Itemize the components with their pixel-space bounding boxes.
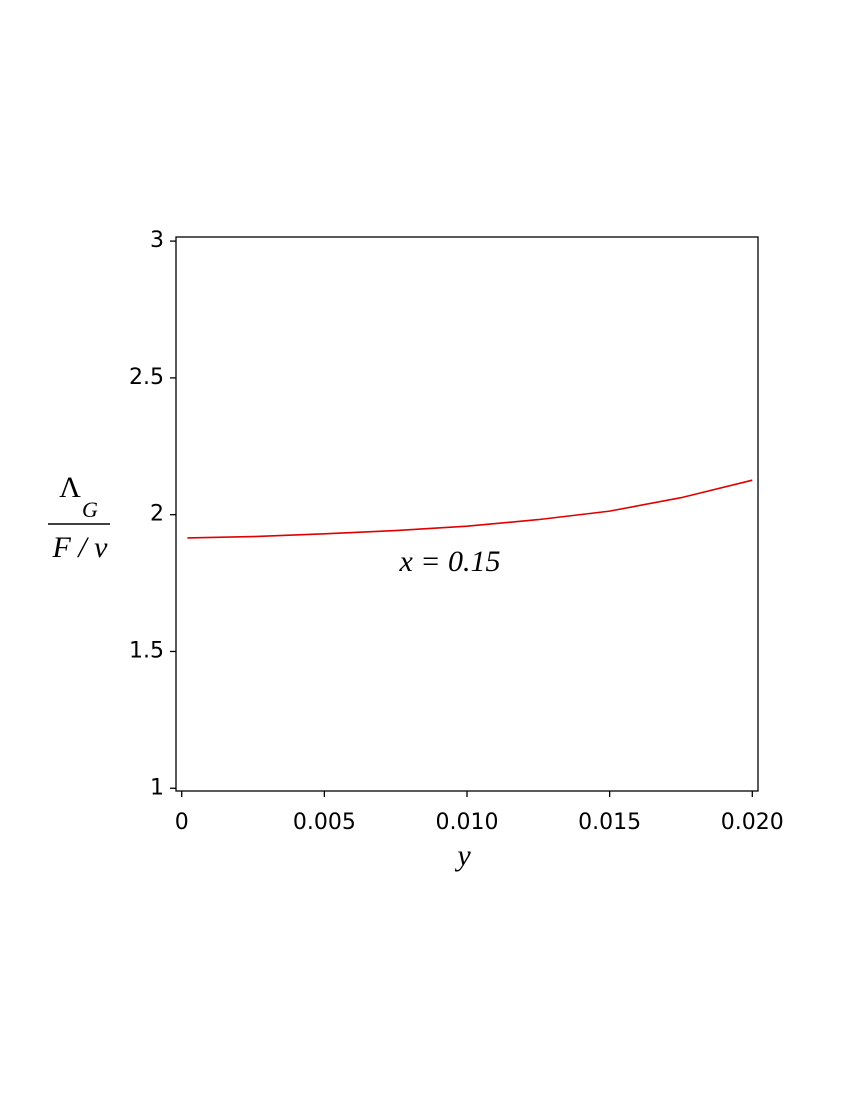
x-tick-label: 0.005: [293, 810, 356, 835]
y-tick-label: 1: [150, 775, 164, 800]
annotation: x = 0.15: [398, 545, 500, 578]
y-label-subscript: G: [82, 497, 98, 522]
plot-frame: [175, 236, 759, 792]
y-tick-label: 1.5: [129, 638, 164, 663]
y-tick-label: 2.5: [129, 365, 164, 390]
y-label-denominator: F / v: [52, 531, 109, 564]
x-tick-label: 0.020: [721, 810, 784, 835]
y-tick-label: 2: [150, 502, 164, 527]
y-label-numerator: Λ: [59, 471, 81, 504]
x-axis-label: y: [454, 839, 471, 872]
y-tick-label: 3: [150, 228, 164, 253]
data-line: [187, 479, 753, 539]
x-tick-label: 0.010: [436, 810, 499, 835]
x-tick-label: 0.015: [578, 810, 641, 835]
x-tick-label: 0: [175, 810, 189, 835]
